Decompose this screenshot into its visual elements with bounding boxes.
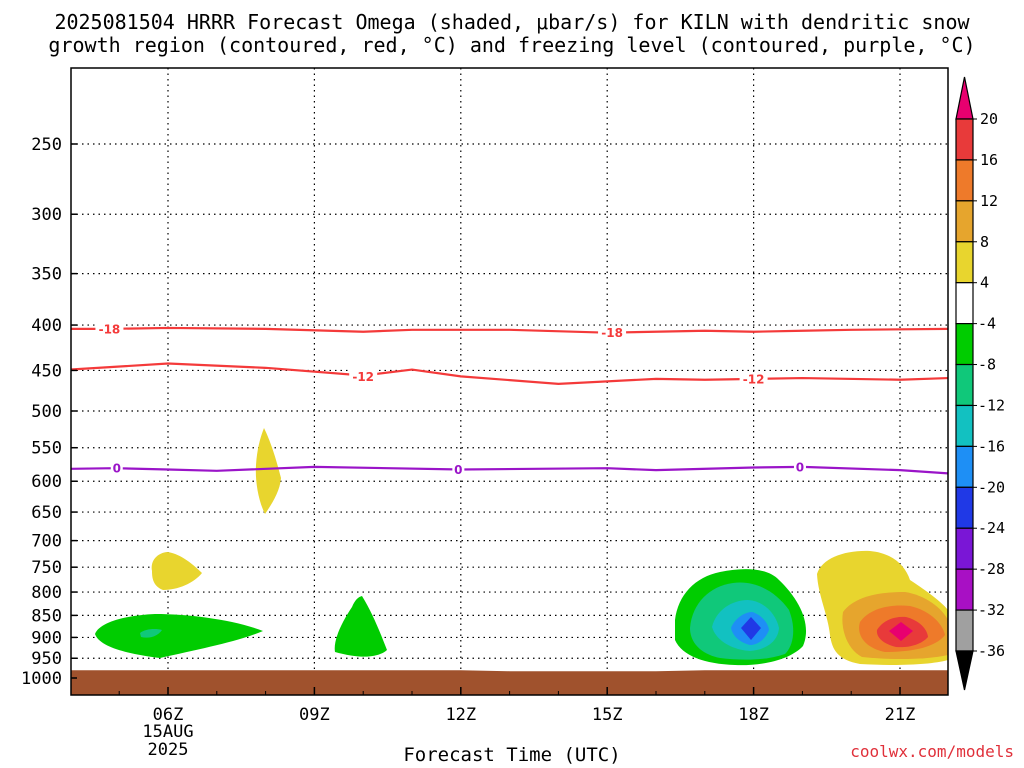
- y-tick-label: 250: [31, 135, 62, 155]
- contour-label-bg--12-1: [739, 371, 768, 386]
- y-tick-label: 550: [31, 439, 62, 459]
- colorbar-swatch: [955, 159, 974, 202]
- contour-label--12: -12: [743, 372, 765, 386]
- y-tick-label: 950: [31, 649, 62, 669]
- y-tick-label: 400: [31, 316, 62, 336]
- colorbar-swatch: [955, 323, 974, 366]
- colorbar-label: -36: [978, 642, 1005, 660]
- x-tick-label: 06Z: [153, 705, 184, 725]
- contour-label-0: 0: [113, 462, 121, 476]
- omega-area-yellow-750: [151, 552, 202, 590]
- x-tick-label: 12Z: [445, 705, 476, 725]
- surface-fill: [71, 670, 948, 695]
- contour-label--18: -18: [99, 322, 121, 336]
- colorbar-top-arrow: [955, 76, 974, 120]
- contour-label--12: -12: [352, 370, 374, 384]
- colorbar-swatch: [955, 486, 974, 529]
- contour-label-bg-0-1: [452, 462, 465, 477]
- colorbar-label: -24: [978, 519, 1005, 537]
- colorbar-label: -16: [978, 437, 1005, 455]
- x-tick-sublabel-date: 15AUG: [142, 722, 193, 742]
- y-tick-label: 1000: [21, 669, 62, 689]
- y-tick-label: 700: [31, 532, 62, 552]
- contour-label-bg-0-2: [793, 459, 806, 474]
- omega-area-green-880: [334, 596, 387, 657]
- colorbar-swatch: [955, 609, 974, 652]
- colorbar-label: -32: [978, 601, 1005, 619]
- x-tick-label: 21Z: [885, 705, 916, 725]
- colorbar-swatch: [955, 118, 974, 161]
- colorbar-swatch: [955, 404, 974, 447]
- colorbar-label: 20: [980, 110, 998, 128]
- omega-shading: [95, 428, 948, 666]
- omega-area-teal-900-a: [140, 629, 162, 638]
- contour-label-bg--18-0: [95, 321, 124, 336]
- contour-line-0: [71, 465, 948, 475]
- colorbar-label: 4: [980, 274, 989, 292]
- credit-link[interactable]: coolwx.com/models: [850, 742, 1014, 761]
- x-tick-label: 15Z: [592, 705, 623, 725]
- contour-label--18: -18: [601, 326, 623, 340]
- colorbar-label: -4: [978, 315, 996, 333]
- chart-title-line-2: growth region (contoured, red, °C) and f…: [48, 33, 976, 57]
- colorbar-bottom-arrow: [955, 650, 974, 691]
- colorbar-swatch: [955, 445, 974, 488]
- contour-line--12: [71, 362, 948, 385]
- y-tick-label: 900: [31, 628, 62, 648]
- omega-area-magenta-885: [889, 622, 913, 641]
- contour-label-0: 0: [796, 460, 804, 474]
- x-tick-label: 18Z: [738, 705, 769, 725]
- y-axis-pressure: 2503003504004505005506006507007508008509…: [21, 135, 77, 689]
- contour-line--18: [71, 326, 948, 334]
- colorbar-label: -8: [978, 356, 996, 374]
- colorbar-label: -28: [978, 560, 1005, 578]
- colorbar-swatch: [955, 527, 974, 570]
- y-tick-label: 450: [31, 361, 62, 381]
- colorbar-label: -12: [978, 396, 1005, 414]
- y-tick-label: 750: [31, 558, 62, 578]
- surface-terrain: [71, 670, 948, 695]
- omega-area-darkblue-880: [741, 617, 761, 640]
- omega-colorbar: 20 16 12 8 4 -4 -8 -12 -16 -20 -24 -28 -32 -36: [955, 76, 1005, 691]
- colorbar-swatch: [955, 282, 974, 325]
- x-tick-label: 09Z: [299, 705, 330, 725]
- contour-label-0: 0: [454, 463, 462, 477]
- x-tick-sublabel-year: 2025: [148, 740, 189, 760]
- colorbar-swatch: [955, 200, 974, 243]
- y-tick-label: 300: [31, 205, 62, 225]
- chart-title-line-1: 2025081504 HRRR Forecast Omega (shaded, …: [54, 10, 970, 34]
- colorbar-swatch: [955, 363, 974, 407]
- colorbar-swatch: [955, 568, 974, 611]
- omega-area-yellow-600: [255, 428, 281, 514]
- y-tick-label: 850: [31, 606, 62, 626]
- x-axis-title: Forecast Time (UTC): [403, 744, 621, 766]
- contour-label-bg--18-1: [598, 325, 627, 340]
- colorbar-swatch: [955, 241, 974, 284]
- colorbar-label: 16: [980, 151, 998, 169]
- colorbar-label: 8: [980, 233, 989, 251]
- colorbar-label: -20: [978, 478, 1005, 496]
- grid-lines: [71, 68, 948, 695]
- plot-frame: [70, 67, 949, 696]
- contour-label-bg--12-0: [349, 369, 378, 384]
- temperature-contours: -18 -18 -12 -12 0 0 0: [71, 321, 948, 477]
- colorbar-label: 12: [980, 192, 998, 210]
- y-tick-label: 350: [31, 265, 62, 285]
- y-tick-label: 500: [31, 402, 62, 422]
- contour-label-bg-0-0: [110, 461, 123, 476]
- y-tick-label: 600: [31, 472, 62, 492]
- omega-area-green-900-a: [95, 614, 263, 658]
- y-tick-label: 650: [31, 503, 62, 523]
- y-tick-label: 800: [31, 583, 62, 603]
